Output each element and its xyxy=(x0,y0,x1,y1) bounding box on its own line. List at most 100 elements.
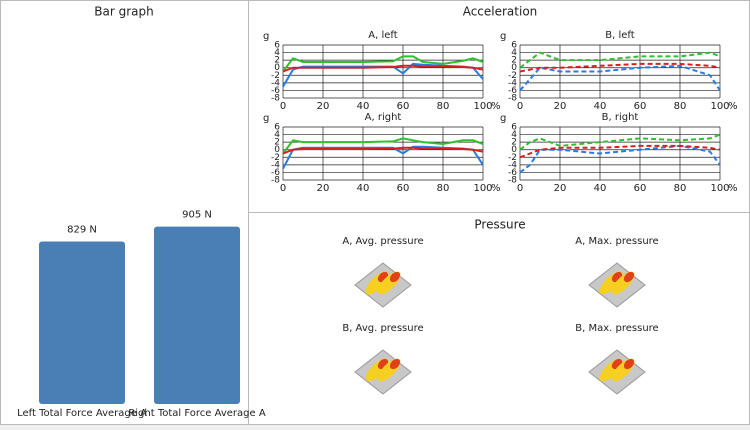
chart-title: Bar graph xyxy=(94,5,153,19)
x-tick-label: Left Total Force Average A xyxy=(17,408,147,419)
x-tick-label: 0 xyxy=(280,101,286,112)
series-line xyxy=(282,55,484,73)
y-tick-label: 4 xyxy=(511,130,517,140)
x-tick-label: 100 xyxy=(710,183,729,194)
y-tick-label: 2 xyxy=(511,56,517,66)
x-tick-label: 80 xyxy=(674,101,687,112)
x-tick-label: 40 xyxy=(594,183,607,194)
x-tick-label: 20 xyxy=(317,101,330,112)
x-tick-label: 60 xyxy=(634,183,647,194)
map-title: B, Avg. pressure xyxy=(342,323,423,334)
series-line xyxy=(519,51,721,69)
series-line xyxy=(282,64,484,73)
y-tick-label: -6 xyxy=(271,168,280,178)
section-title: Pressure xyxy=(474,218,525,232)
chart-title: A, right xyxy=(365,112,402,123)
x-tick-label: 40 xyxy=(357,183,370,194)
x-tick-label: 60 xyxy=(397,183,410,194)
x-tick-label: 20 xyxy=(554,183,567,194)
y-tick-label: 2 xyxy=(274,56,280,66)
x-tick-label: 40 xyxy=(357,101,370,112)
map-title: B, Max. pressure xyxy=(575,323,658,334)
y-tick-label: -2 xyxy=(508,153,517,163)
acceleration-panel xyxy=(248,0,750,213)
x-tick-label: 60 xyxy=(634,101,647,112)
y-axis-label: g xyxy=(263,113,269,124)
x-tick-label: 80 xyxy=(437,183,450,194)
foot-hot xyxy=(623,358,635,370)
x-tick-label: 0 xyxy=(517,183,523,194)
y-tick-label: 4 xyxy=(274,48,280,58)
y-tick-label: 0 xyxy=(511,145,517,155)
section-title: Acceleration xyxy=(463,5,538,19)
y-tick-label: -8 xyxy=(271,94,280,104)
map-title: A, Max. pressure xyxy=(575,236,658,247)
y-tick-label: 6 xyxy=(274,123,280,133)
y-tick-label: 6 xyxy=(511,41,517,51)
y-tick-label: -4 xyxy=(271,160,280,170)
y-tick-label: -2 xyxy=(508,71,517,81)
y-axis-label: g xyxy=(500,31,506,42)
foot-hot xyxy=(623,271,635,283)
x-tick-label: 100 xyxy=(473,183,492,194)
pressure-panel xyxy=(248,212,750,425)
x-tick-label: Right Total Force Average A xyxy=(128,408,266,419)
y-tick-label: 4 xyxy=(511,48,517,58)
series-line xyxy=(519,133,721,151)
x-tick-label: 60 xyxy=(397,101,410,112)
y-tick-label: -2 xyxy=(271,71,280,81)
y-tick-label: -6 xyxy=(271,86,280,96)
series-line xyxy=(282,137,484,155)
series-line xyxy=(282,146,484,155)
x-tick-label: 100 xyxy=(710,101,729,112)
chart-title: B, left xyxy=(605,30,634,41)
x-tick-label: 20 xyxy=(554,101,567,112)
x-tick-label: 40 xyxy=(594,101,607,112)
y-tick-label: -6 xyxy=(508,86,517,96)
y-tick-label: 0 xyxy=(511,63,517,73)
y-tick-label: 0 xyxy=(274,145,280,155)
pressure-maps: A, Avg. pressure A, Max. pressure B, Avg. … xyxy=(342,236,659,395)
y-tick-label: -8 xyxy=(508,176,517,186)
x-tick-label: 100 xyxy=(473,101,492,112)
y-tick-label: -4 xyxy=(508,78,517,88)
y-tick-label: -8 xyxy=(271,176,280,186)
bar xyxy=(39,241,125,404)
series-line xyxy=(519,62,721,73)
y-tick-label: 4 xyxy=(274,130,280,140)
value-label: 829 N xyxy=(67,225,97,236)
status-bar xyxy=(0,425,750,430)
y-tick-label: -4 xyxy=(271,78,280,88)
y-tick-label: 0 xyxy=(274,63,280,73)
y-tick-label: 2 xyxy=(511,138,517,148)
y-tick-label: -6 xyxy=(508,168,517,178)
chart-title: B, right xyxy=(602,112,639,123)
value-label: 905 N xyxy=(182,210,212,221)
x-unit-label: % xyxy=(728,183,738,194)
x-tick-label: 0 xyxy=(517,101,523,112)
x-tick-label: 80 xyxy=(437,101,450,112)
x-unit-label: % xyxy=(491,183,501,194)
x-tick-label: 0 xyxy=(280,183,286,194)
y-tick-label: 2 xyxy=(274,138,280,148)
y-tick-label: -4 xyxy=(508,160,517,170)
bar xyxy=(154,226,240,404)
y-tick-label: -8 xyxy=(508,94,517,104)
foot-hot xyxy=(389,271,401,283)
x-tick-label: 20 xyxy=(317,183,330,194)
chart-title: A, left xyxy=(368,30,397,41)
map-title: A, Avg. pressure xyxy=(342,236,423,247)
series-line xyxy=(519,144,721,159)
y-tick-label: 6 xyxy=(274,41,280,51)
x-tick-label: 80 xyxy=(674,183,687,194)
x-unit-label: % xyxy=(491,101,501,112)
series-line xyxy=(519,64,721,92)
series-line xyxy=(519,144,721,174)
y-tick-label: -2 xyxy=(271,153,280,163)
y-tick-label: 6 xyxy=(511,123,517,133)
y-axis-label: g xyxy=(263,31,269,42)
foot-hot xyxy=(389,358,401,370)
x-unit-label: % xyxy=(728,101,738,112)
y-axis-label: g xyxy=(500,113,506,124)
